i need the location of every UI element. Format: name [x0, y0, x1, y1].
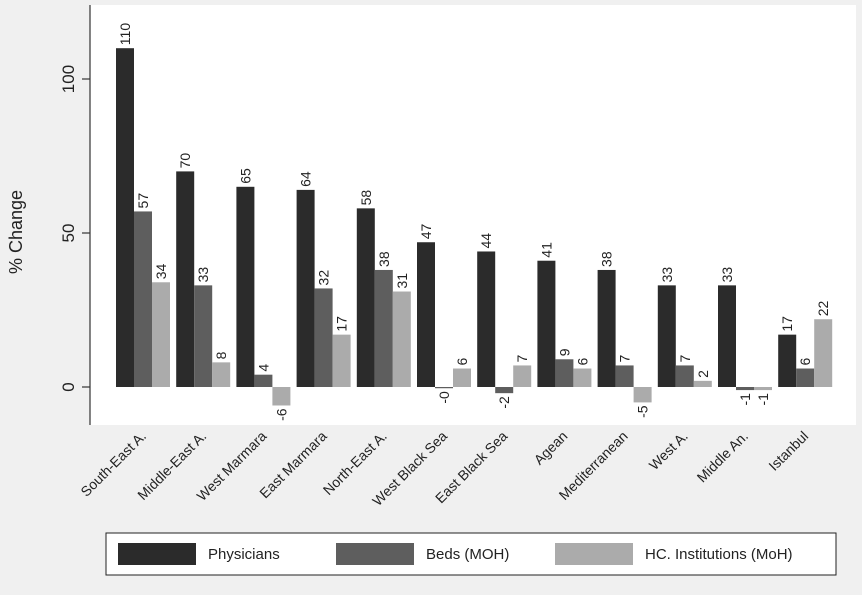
bar-beds-moh--0 — [134, 211, 152, 387]
bar-beds-moh--7 — [555, 359, 574, 387]
legend-swatch — [336, 543, 414, 565]
bar-beds-moh--3 — [314, 288, 333, 387]
bar-hc-institutions-moh--8 — [633, 387, 652, 403]
data-label: 47 — [418, 223, 434, 239]
bar-physicians-9 — [657, 285, 676, 387]
y-tick-label: 0 — [59, 382, 78, 391]
bar-physicians-10 — [718, 285, 736, 387]
legend: Physicians Beds (MOH) HC. Institutions (Mo… — [105, 532, 837, 576]
data-label: -1 — [755, 393, 771, 406]
bar-physicians-0 — [116, 48, 134, 387]
bar-hc-institutions-moh--5 — [453, 368, 471, 387]
bar-hc-institutions-moh--1 — [212, 362, 231, 387]
bar-beds-moh--1 — [194, 285, 213, 387]
bar-beds-moh--4 — [374, 269, 393, 387]
data-label: 57 — [135, 193, 151, 209]
bar-beds-moh--11 — [796, 368, 815, 387]
data-label: 38 — [376, 251, 392, 267]
data-label: -0 — [436, 391, 452, 404]
data-label: -5 — [635, 405, 651, 418]
data-label: 34 — [153, 263, 169, 279]
data-label: 33 — [719, 267, 735, 283]
bar-physicians-2 — [236, 186, 255, 387]
bar-physicians-6 — [477, 251, 496, 387]
bar-physicians-5 — [417, 242, 435, 387]
legend-label: HC. Institutions (MoH) — [645, 546, 793, 563]
data-label: 38 — [599, 251, 615, 267]
legend-label: Physicians — [208, 546, 280, 563]
data-label: 6 — [574, 358, 590, 366]
data-label: -6 — [273, 408, 289, 421]
data-label: 6 — [454, 358, 470, 366]
data-label: 17 — [779, 316, 795, 332]
bar-hc-institutions-moh--0 — [152, 282, 170, 387]
x-tick-label: Middle An. — [694, 428, 752, 486]
bar-physicians-11 — [778, 334, 797, 387]
data-label: 65 — [237, 168, 253, 184]
data-label: 41 — [538, 242, 554, 258]
data-label: 22 — [815, 300, 831, 316]
bar-beds-moh--9 — [675, 365, 694, 387]
y-tick-label: 100 — [59, 65, 78, 93]
data-label: 9 — [556, 348, 572, 356]
data-label: 33 — [195, 267, 211, 283]
bar-hc-institutions-moh--9 — [693, 380, 712, 387]
data-label: 33 — [659, 267, 675, 283]
bar-beds-moh--5 — [435, 387, 453, 389]
data-label: 2 — [695, 370, 711, 378]
data-label: 32 — [316, 270, 332, 286]
data-label: 7 — [514, 354, 530, 362]
data-label: -1 — [737, 393, 753, 406]
x-tick-label: Istanbul — [765, 428, 811, 474]
data-label: 64 — [298, 171, 314, 187]
y-axis-label: % Change — [6, 190, 26, 274]
data-label: 31 — [394, 273, 410, 289]
bar-physicians-1 — [176, 171, 195, 387]
bar-hc-institutions-moh--11 — [814, 319, 833, 387]
bar-hc-institutions-moh--3 — [332, 334, 351, 387]
data-label: 58 — [358, 190, 374, 206]
data-label: 7 — [677, 354, 693, 362]
data-label: 8 — [213, 351, 229, 359]
x-tick-label: West A. — [646, 428, 691, 473]
bar-physicians-4 — [356, 208, 375, 387]
data-label: 70 — [177, 153, 193, 169]
data-label: 110 — [117, 23, 133, 46]
legend-label: Beds (MOH) — [426, 546, 509, 563]
bar-physicians-8 — [597, 269, 616, 387]
bar-beds-moh--8 — [615, 365, 634, 387]
data-label: 4 — [255, 364, 271, 372]
bar-hc-institutions-moh--4 — [392, 291, 411, 387]
data-label: 44 — [478, 233, 494, 249]
bar-beds-moh--2 — [254, 374, 273, 387]
bar-physicians-3 — [296, 189, 315, 387]
bar-hc-institutions-moh--6 — [513, 365, 532, 387]
bar-physicians-7 — [537, 260, 556, 387]
bar-beds-moh--6 — [495, 387, 514, 394]
data-label: 7 — [617, 354, 633, 362]
bar-hc-institutions-moh--2 — [272, 387, 291, 406]
bar-hc-institutions-moh--10 — [754, 387, 772, 391]
legend-swatch — [118, 543, 196, 565]
bar-beds-moh--10 — [736, 387, 754, 391]
legend-swatch — [555, 543, 633, 565]
y-tick-label: 50 — [59, 224, 78, 243]
x-tick-label: Agean — [531, 428, 571, 468]
bar-hc-institutions-moh--7 — [573, 368, 592, 387]
legend-box — [105, 532, 837, 576]
data-label: 17 — [334, 316, 350, 332]
data-label: 6 — [797, 358, 813, 366]
data-label: -2 — [496, 396, 512, 409]
